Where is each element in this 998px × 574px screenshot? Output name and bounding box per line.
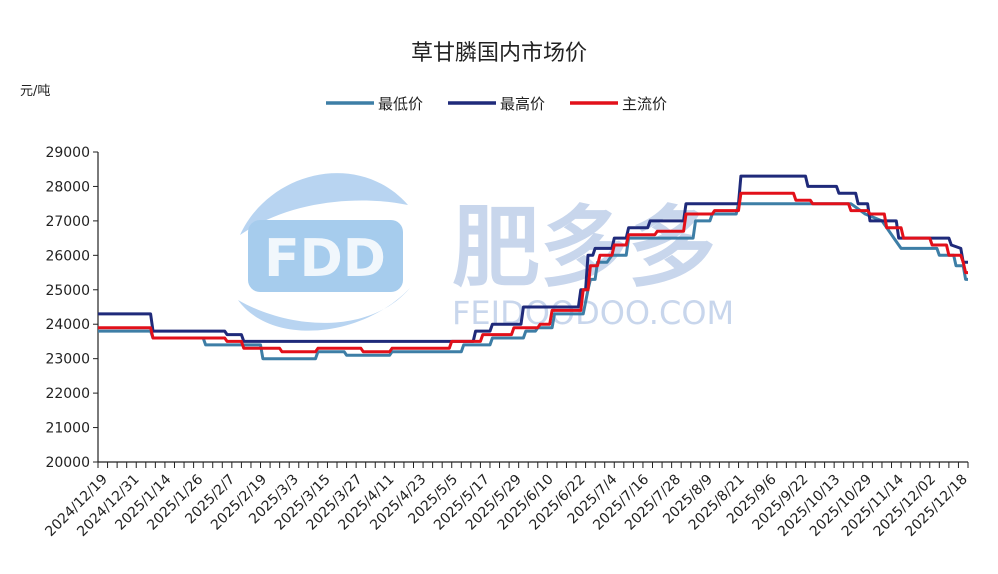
y-tick-label: 20000 bbox=[45, 455, 90, 471]
watermark-domain: FEIDOODOO.COM bbox=[452, 294, 734, 332]
series-line-2 bbox=[98, 174, 968, 343]
legend-label: 最低价 bbox=[378, 95, 423, 113]
y-tick-label: 28000 bbox=[45, 179, 90, 195]
series-layer bbox=[98, 174, 968, 361]
y-tick-label: 27000 bbox=[45, 214, 90, 230]
legend: 最低价 最高价 主流价 bbox=[326, 95, 667, 113]
y-tick-label: 24000 bbox=[45, 317, 90, 333]
watermark: FDD 肥多多 FEIDOODOO.COM bbox=[238, 173, 734, 332]
watermark-logo-icon: FDD bbox=[238, 173, 410, 331]
series-line-3 bbox=[98, 191, 968, 354]
y-tick-label: 22000 bbox=[45, 386, 90, 402]
y-tick-label: 25000 bbox=[45, 283, 90, 299]
legend-label: 最高价 bbox=[500, 95, 545, 113]
legend-label: 主流价 bbox=[622, 95, 667, 113]
y-tick-label: 21000 bbox=[45, 421, 90, 437]
watermark-brand: 肥多多 bbox=[452, 196, 716, 299]
watermark-logo-text: FDD bbox=[264, 229, 386, 289]
y-tick-label: 26000 bbox=[45, 248, 90, 264]
y-tick-label: 29000 bbox=[45, 145, 90, 161]
y-unit-label: 元/吨 bbox=[20, 84, 50, 99]
chart-title: 草甘膦国内市场价 bbox=[411, 41, 587, 66]
y-tick-label: 23000 bbox=[45, 352, 90, 368]
